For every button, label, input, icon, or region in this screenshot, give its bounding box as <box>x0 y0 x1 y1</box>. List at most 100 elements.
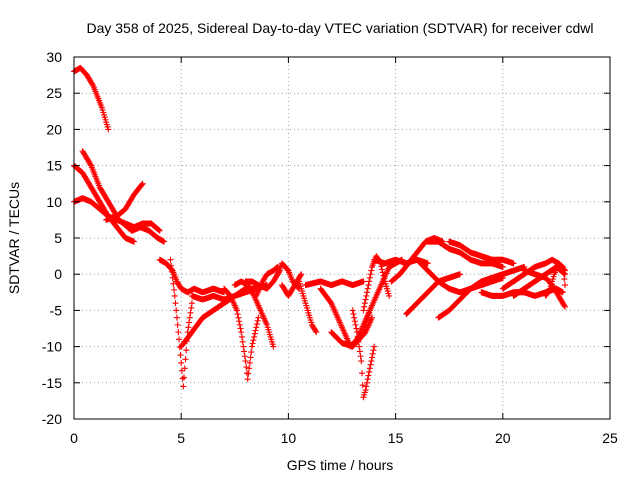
data-point <box>131 238 138 245</box>
y-tick-label: -20 <box>42 411 62 427</box>
data-point <box>174 321 181 328</box>
data-point <box>234 311 241 318</box>
data-point <box>187 309 194 316</box>
data-point <box>351 318 358 325</box>
data-point <box>173 314 180 321</box>
data-point <box>251 330 258 337</box>
data-point <box>559 263 566 270</box>
data-point <box>386 292 393 299</box>
data-point <box>241 353 248 360</box>
data-point <box>238 329 245 336</box>
y-axis-label: SDTVAR / TECUs <box>6 182 22 294</box>
data-point <box>365 372 372 379</box>
data-point <box>185 324 192 331</box>
data-point <box>180 383 187 390</box>
data-point <box>352 321 359 328</box>
data-point <box>173 307 180 314</box>
data-point <box>510 260 517 267</box>
data-point <box>253 324 260 331</box>
data-point <box>156 227 163 234</box>
y-tick-label: -5 <box>50 302 63 318</box>
data-point <box>366 278 373 285</box>
data-point <box>369 354 376 361</box>
data-point <box>236 321 243 328</box>
data-point <box>188 304 195 311</box>
series-arc-12 <box>242 267 283 292</box>
data-point <box>243 364 250 371</box>
data-point <box>172 300 179 307</box>
data-point <box>168 262 175 269</box>
data-point <box>559 289 566 296</box>
y-tick-label: 25 <box>46 85 62 101</box>
data-point <box>186 319 193 326</box>
series-arc-7 <box>167 256 195 390</box>
series-arc-17 <box>302 278 367 289</box>
data-point <box>357 353 364 360</box>
data-point <box>360 307 367 314</box>
data-point <box>244 376 251 383</box>
series-arc-27 <box>424 238 506 270</box>
y-tick-label: 5 <box>54 230 62 246</box>
data-point <box>561 271 568 278</box>
data-point <box>105 126 112 133</box>
data-point <box>361 300 368 307</box>
series-arc-16 <box>296 278 320 336</box>
data-point <box>362 296 369 303</box>
data-point <box>245 370 252 377</box>
x-axis-label: GPS time / hours <box>287 457 394 473</box>
data-point <box>156 227 163 234</box>
data-point <box>270 343 277 350</box>
x-tick-label: 10 <box>281 430 297 446</box>
data-point <box>424 260 431 267</box>
data-point <box>561 270 568 277</box>
data-point <box>370 347 377 354</box>
series-arc-6 <box>156 256 228 296</box>
data-point <box>363 383 370 390</box>
data-point <box>559 263 566 270</box>
data-point <box>253 321 260 328</box>
data-point <box>254 317 261 324</box>
data-point <box>176 336 183 343</box>
data-point <box>366 274 373 281</box>
data-point <box>356 348 363 355</box>
data-point <box>355 338 362 345</box>
series-arc-5 <box>103 213 168 245</box>
data-point <box>89 81 96 88</box>
data-point <box>298 271 305 278</box>
y-tick-labels: -20 -15 -10 -5 0 5 10 15 20 25 30 <box>42 49 62 427</box>
data-point <box>139 180 146 187</box>
data-point <box>358 358 365 365</box>
series-arc-29 <box>446 238 517 267</box>
data-point <box>238 333 245 340</box>
x-tick-label: 25 <box>602 430 618 446</box>
data-point <box>248 349 255 356</box>
data-point <box>368 267 375 274</box>
data-point <box>241 348 248 355</box>
data-point <box>169 274 176 281</box>
series-arc-20 <box>349 307 378 401</box>
series-arc-28 <box>435 263 528 321</box>
data-point <box>360 278 367 285</box>
data-point <box>170 280 177 287</box>
data-point <box>177 352 184 359</box>
data-point <box>561 303 568 310</box>
data-point <box>175 329 182 336</box>
data-point <box>297 272 304 279</box>
data-point <box>237 325 244 332</box>
data-point <box>364 285 371 292</box>
data-point <box>561 302 568 309</box>
data-point <box>456 271 463 278</box>
chart-title: Day 358 of 2025, Sidereal Day-to-day VTE… <box>86 20 593 36</box>
series-arc-19 <box>328 314 376 350</box>
data-point <box>168 268 175 275</box>
data-point <box>138 181 145 188</box>
data-point <box>381 275 388 282</box>
y-tick-label: 30 <box>46 49 62 65</box>
data-point <box>350 311 357 318</box>
data-point <box>359 370 366 377</box>
series-arc-24 <box>388 235 446 285</box>
data-point <box>367 271 374 278</box>
series-arc-15 <box>278 271 305 299</box>
